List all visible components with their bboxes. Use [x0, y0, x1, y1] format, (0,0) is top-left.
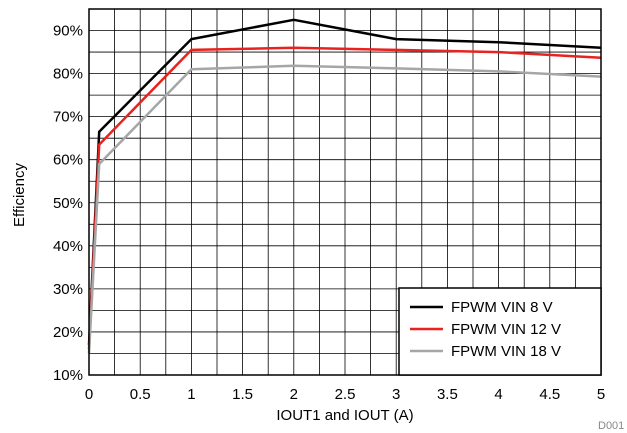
series-line-2 — [87, 46, 602, 350]
x-tick-label: 1.5 — [232, 386, 253, 403]
x-tick-label: 4 — [494, 386, 502, 403]
series-line-1 — [87, 18, 602, 345]
y-tick-label: 90% — [53, 23, 83, 40]
y-tick-label: 80% — [53, 66, 83, 83]
x-tick-label: 0.5 — [130, 386, 151, 403]
y-tick-label: 30% — [53, 281, 83, 298]
plot-frame — [88, 8, 602, 376]
x-tick-label: 3 — [392, 386, 400, 403]
x-tick-label: 2.5 — [335, 386, 356, 403]
x-tick-label: 0 — [85, 386, 93, 403]
legend: FPWM VIN 8 V FPWM VIN 12 V FPWM VIN 18 V — [398, 287, 602, 376]
y-tick-label: 20% — [53, 324, 83, 341]
y-tick-label: 70% — [53, 109, 83, 126]
x-tick-label: 2 — [290, 386, 298, 403]
legend-box — [398, 287, 602, 376]
x-axis-title: IOUT1 and IOUT (A) — [276, 407, 413, 424]
x-axis-tick-labels: 0 0.5 1 1.5 2 2.5 3 3.5 4 4.5 5 — [85, 386, 605, 403]
y-tick-label: 10% — [53, 367, 83, 384]
y-tick-label: 50% — [53, 195, 83, 212]
y-axis-title: Efficiency — [11, 163, 28, 227]
y-tick-label: 40% — [53, 238, 83, 255]
y-axis-tick-labels: 10% 20% 30% 40% 50% 60% 70% 80% 90% — [53, 23, 83, 384]
x-tick-label: 5 — [597, 386, 605, 403]
x-tick-label: 4.5 — [539, 386, 560, 403]
legend-label-2: FPWM VIN 12 V — [451, 321, 561, 338]
figure-code: D001 — [598, 420, 624, 432]
y-tick-label: 60% — [53, 152, 83, 169]
series-line-3 — [87, 64, 602, 354]
x-tick-label: 1 — [187, 386, 195, 403]
x-tick-label: 3.5 — [437, 386, 458, 403]
legend-label-3: FPWM VIN 18 V — [451, 343, 561, 360]
legend-label-1: FPWM VIN 8 V — [451, 299, 553, 316]
series-lines — [87, 18, 602, 354]
